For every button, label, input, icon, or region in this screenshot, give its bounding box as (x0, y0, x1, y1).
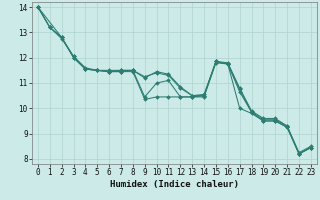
X-axis label: Humidex (Indice chaleur): Humidex (Indice chaleur) (110, 180, 239, 189)
